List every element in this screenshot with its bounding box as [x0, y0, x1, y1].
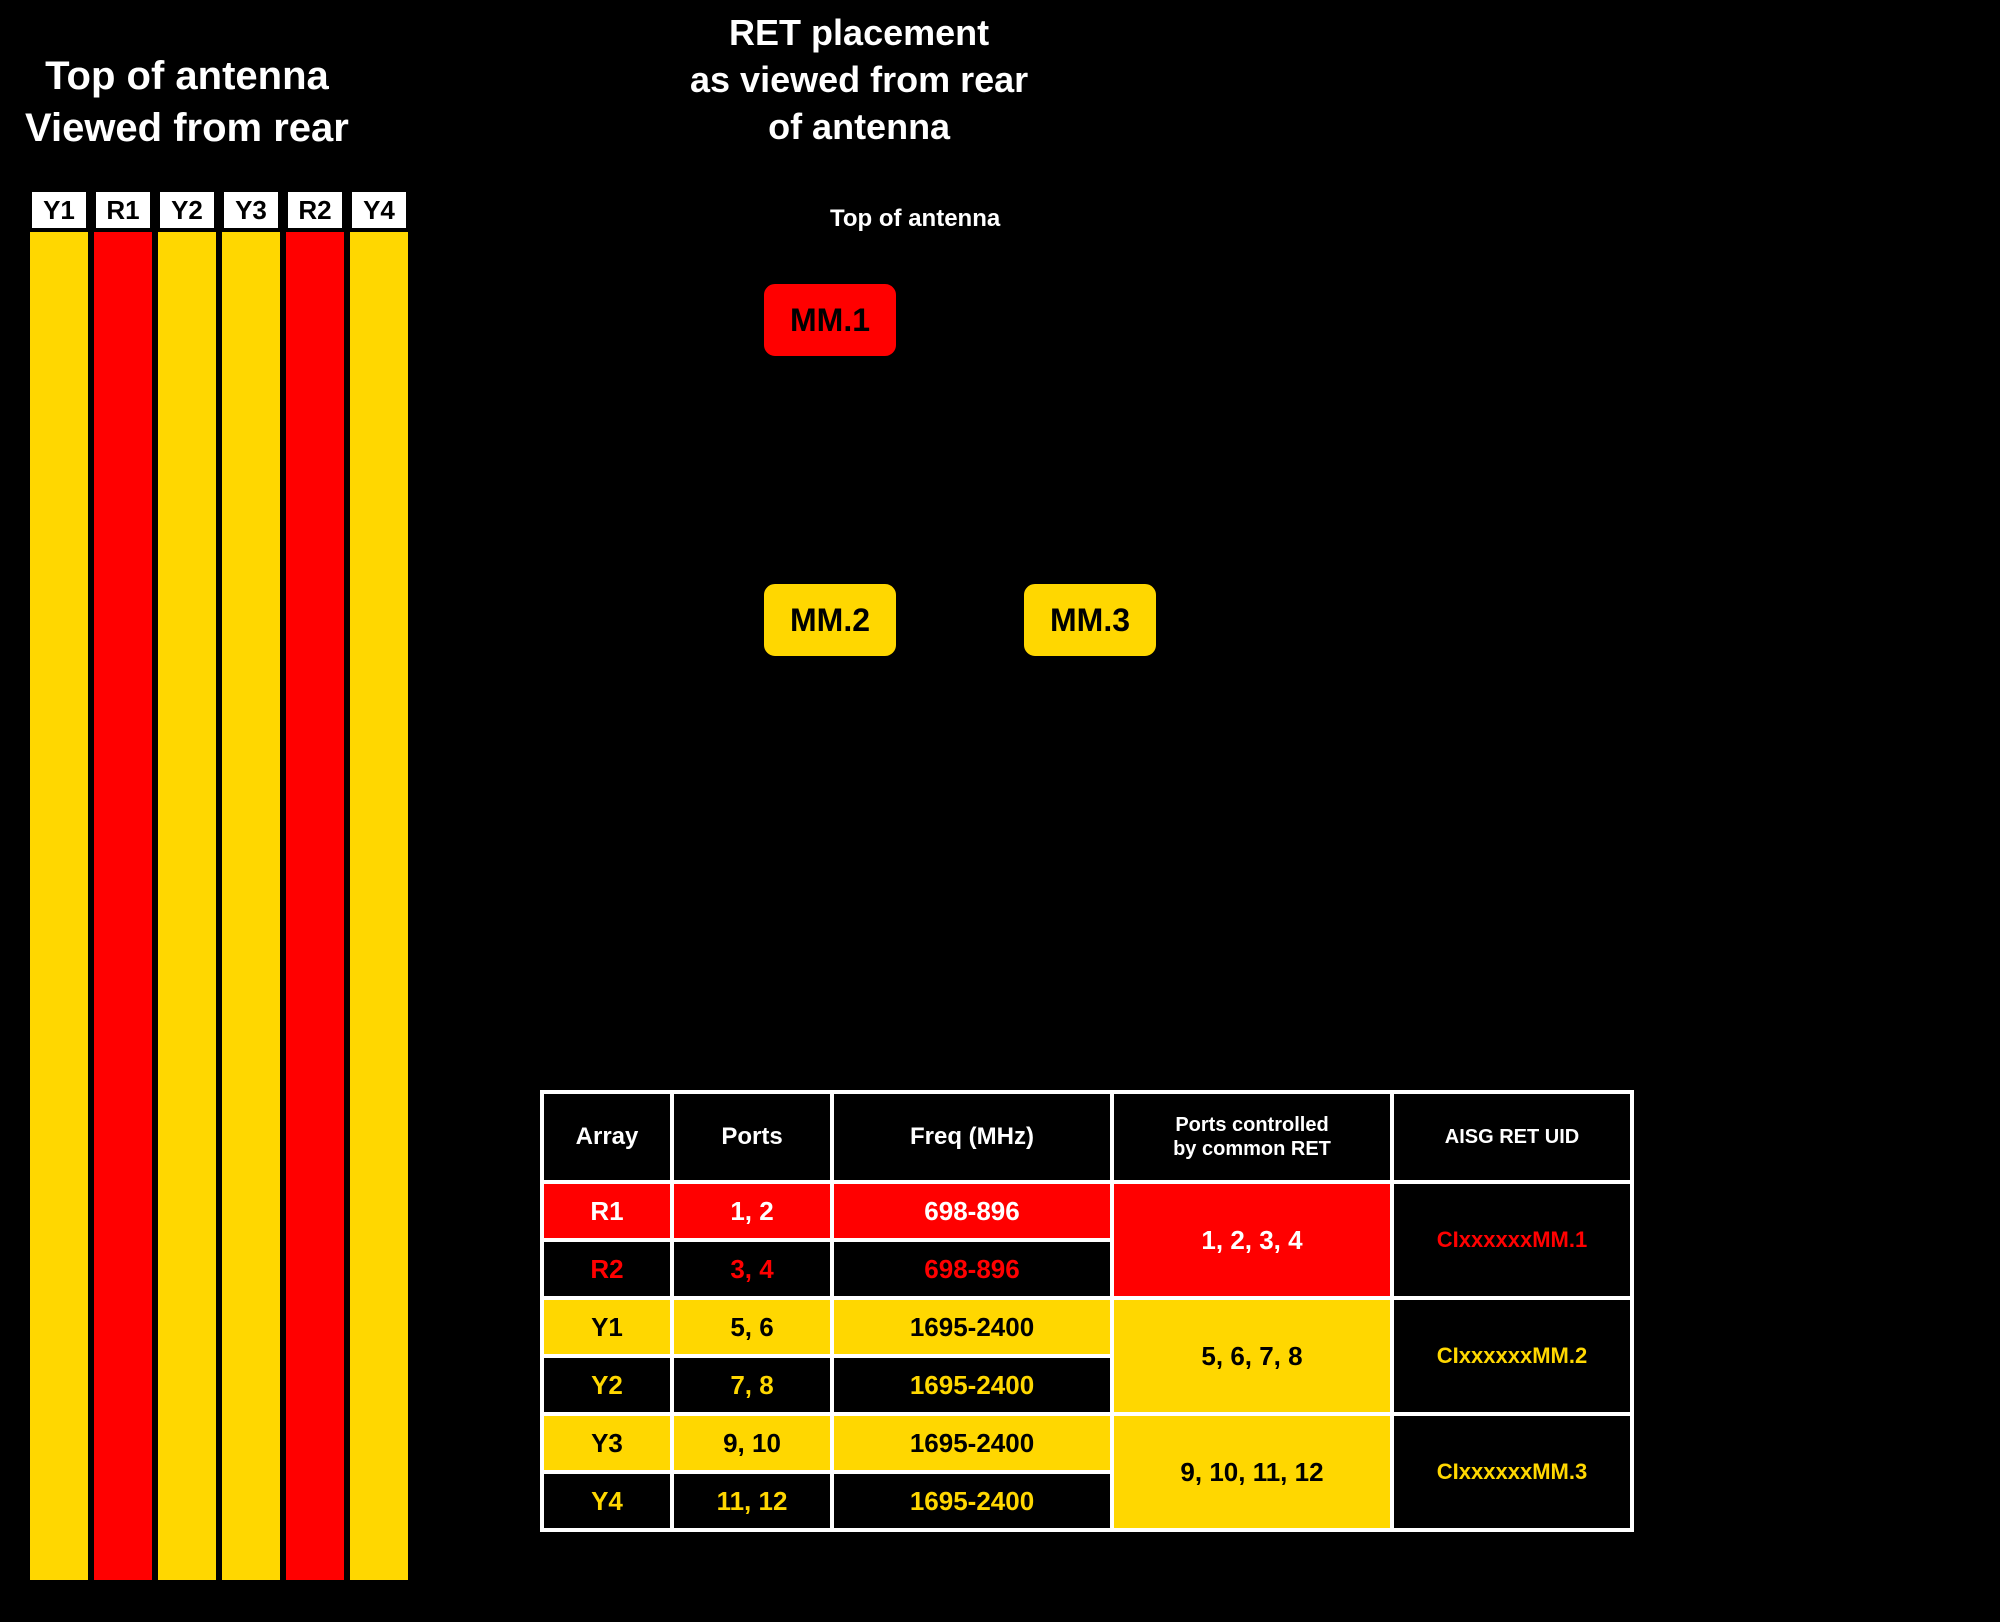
cell-array: R1 [542, 1182, 672, 1240]
table-header: Freq (MHz) [832, 1092, 1112, 1182]
cell-uid: CIxxxxxxMM.1 [1392, 1182, 1632, 1298]
cell-ports-controlled: 1, 2, 3, 4 [1112, 1182, 1392, 1298]
table-row: R11, 2698-8961, 2, 3, 4CIxxxxxxMM.1 [542, 1182, 1632, 1240]
antenna-bar: Y3 [222, 190, 280, 1580]
table-row: Y15, 61695-24005, 6, 7, 8CIxxxxxxMM.2 [542, 1298, 1632, 1356]
top-of-antenna-label: Top of antenna [830, 205, 1000, 233]
antenna-bar-body [286, 230, 344, 1580]
cell-array: Y3 [542, 1414, 672, 1472]
left-title: Top of antenna Viewed from rear [25, 50, 349, 154]
antenna-bar-label: Y4 [350, 190, 408, 230]
cell-array: Y2 [542, 1356, 672, 1414]
table-header: AISG RET UID [1392, 1092, 1632, 1182]
antenna-bar-label: R2 [286, 190, 344, 230]
cell-ports: 11, 12 [672, 1472, 832, 1530]
antenna-bar-body [222, 230, 280, 1580]
cell-array: Y4 [542, 1472, 672, 1530]
antenna-bar-label: Y3 [222, 190, 280, 230]
antenna-bar-body [94, 230, 152, 1580]
cell-freq: 1695-2400 [832, 1472, 1112, 1530]
cell-freq: 1695-2400 [832, 1356, 1112, 1414]
cell-freq: 1695-2400 [832, 1414, 1112, 1472]
cell-freq: 1695-2400 [832, 1298, 1112, 1356]
antenna-bar-label: Y2 [158, 190, 216, 230]
cell-ports: 5, 6 [672, 1298, 832, 1356]
antenna-bars-container: Y1R1Y2Y3R2Y4 [30, 190, 408, 1580]
mm-box: MM.3 [1020, 580, 1160, 660]
antenna-bar: Y2 [158, 190, 216, 1580]
mm-box: MM.2 [760, 580, 900, 660]
antenna-bar-label: Y1 [30, 190, 88, 230]
table-header: Ports controlled by common RET [1112, 1092, 1392, 1182]
cell-freq: 698-896 [832, 1240, 1112, 1298]
cell-array: R2 [542, 1240, 672, 1298]
antenna-bar-body [350, 230, 408, 1580]
antenna-bar-label: R1 [94, 190, 152, 230]
cell-ports: 7, 8 [672, 1356, 832, 1414]
port-table: ArrayPortsFreq (MHz)Ports controlled by … [540, 1090, 1634, 1532]
cell-ports: 9, 10 [672, 1414, 832, 1472]
cell-freq: 698-896 [832, 1182, 1112, 1240]
right-title: RET placement as viewed from rear of ant… [690, 10, 1028, 150]
cell-ports-controlled: 5, 6, 7, 8 [1112, 1298, 1392, 1414]
cell-uid: CIxxxxxxMM.3 [1392, 1414, 1632, 1530]
cell-uid: CIxxxxxxMM.2 [1392, 1298, 1632, 1414]
cell-array: Y1 [542, 1298, 672, 1356]
cell-ports-controlled: 9, 10, 11, 12 [1112, 1414, 1392, 1530]
table-header: Array [542, 1092, 672, 1182]
cell-ports: 3, 4 [672, 1240, 832, 1298]
mm-box: MM.1 [760, 280, 900, 360]
cell-ports: 1, 2 [672, 1182, 832, 1240]
antenna-bar: R2 [286, 190, 344, 1580]
table-row: Y39, 101695-24009, 10, 11, 12CIxxxxxxMM.… [542, 1414, 1632, 1472]
antenna-bar-body [30, 230, 88, 1580]
table-header: Ports [672, 1092, 832, 1182]
antenna-bar-body [158, 230, 216, 1580]
antenna-bar: R1 [94, 190, 152, 1580]
antenna-bar: Y1 [30, 190, 88, 1580]
antenna-bar: Y4 [350, 190, 408, 1580]
